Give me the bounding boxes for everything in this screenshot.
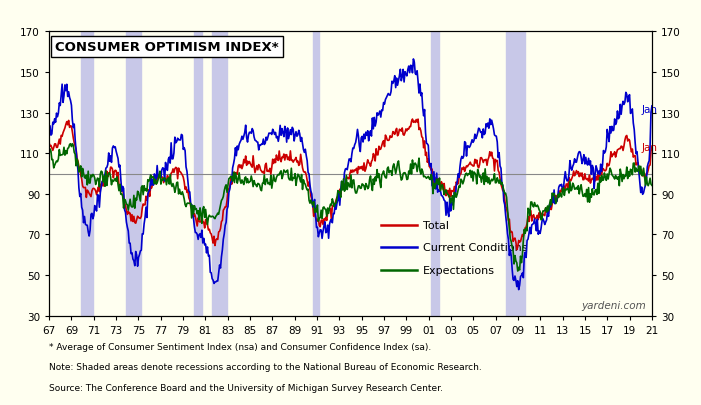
Text: Current Conditions: Current Conditions (423, 243, 527, 253)
Text: Note: Shaded areas denote recessions according to the National Bureau of Economi: Note: Shaded areas denote recessions acc… (49, 362, 482, 371)
Bar (431, 32, 439, 316)
Bar (81, 32, 93, 316)
Text: yardeni.com: yardeni.com (581, 300, 646, 310)
Text: Jan: Jan (641, 104, 658, 114)
Text: Total: Total (423, 220, 449, 230)
Text: CONSUMER OPTIMISM INDEX*: CONSUMER OPTIMISM INDEX* (55, 41, 279, 54)
Text: Expectations: Expectations (423, 266, 495, 275)
Bar (313, 32, 319, 316)
Bar (212, 32, 226, 316)
Text: * Average of Consumer Sentiment Index (nsa) and Consumer Confidence Index (sa).: * Average of Consumer Sentiment Index (n… (49, 342, 431, 351)
Bar (194, 32, 202, 316)
Bar (505, 32, 524, 316)
Text: Jan: Jan (641, 143, 658, 153)
Bar (126, 32, 141, 316)
Text: Source: The Conference Board and the University of Michigan Survey Research Cent: Source: The Conference Board and the Uni… (49, 383, 443, 392)
